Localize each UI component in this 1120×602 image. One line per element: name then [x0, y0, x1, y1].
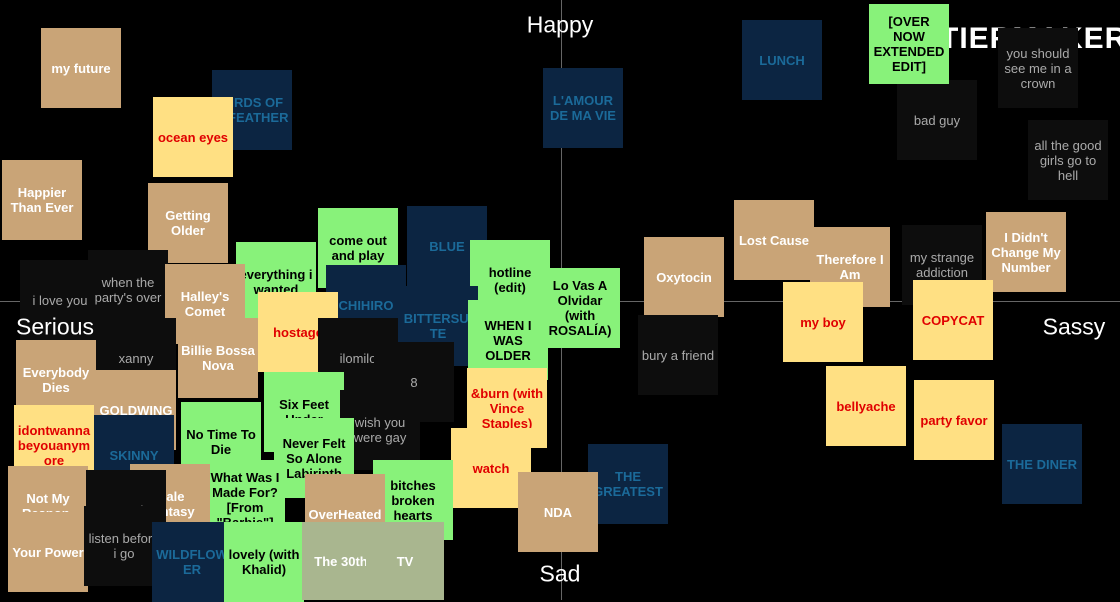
note[interactable]: Billie Bossa Nova: [178, 318, 258, 398]
note[interactable]: Your Power: [8, 512, 88, 592]
note[interactable]: LUNCH: [742, 20, 822, 100]
note[interactable]: my future: [41, 28, 121, 108]
note[interactable]: WILDFLOWER: [152, 522, 232, 602]
note[interactable]: Getting Older: [148, 183, 228, 263]
note[interactable]: party favor: [914, 380, 994, 460]
note[interactable]: I Didn't Change My Number: [986, 212, 1066, 292]
axis-left: Serious: [16, 313, 94, 340]
note[interactable]: Lo Vas A Olvidar (with ROSALÍA): [540, 268, 620, 348]
note[interactable]: Happier Than Ever: [2, 160, 82, 240]
note[interactable]: [OVER NOW EXTENDED EDIT]: [869, 4, 949, 84]
note[interactable]: bury a friend: [638, 315, 718, 395]
note[interactable]: COPYCAT: [913, 280, 993, 360]
note[interactable]: bellyache: [826, 366, 906, 446]
note[interactable]: listen before i go: [84, 506, 164, 586]
note[interactable]: WHEN I WAS OLDER: [468, 300, 548, 380]
axis-right: Sassy: [1042, 313, 1106, 340]
note[interactable]: you should see me in a crown: [998, 28, 1078, 108]
note[interactable]: Oxytocin: [644, 237, 724, 317]
note[interactable]: all the good girls go to hell: [1028, 120, 1108, 200]
note[interactable]: THE DINER: [1002, 424, 1082, 504]
note[interactable]: watch: [451, 428, 531, 508]
note[interactable]: bad guy: [897, 80, 977, 160]
note[interactable]: NDA: [518, 472, 598, 552]
axis-bottom: Sad: [539, 560, 581, 587]
note[interactable]: my boy: [783, 282, 863, 362]
note[interactable]: i love you: [20, 260, 100, 340]
note[interactable]: lovely (with Khalid): [224, 522, 304, 602]
note[interactable]: THE GREATEST: [588, 444, 668, 524]
note[interactable]: Lost Cause: [734, 200, 814, 280]
axis-top: Happy: [526, 11, 594, 38]
note[interactable]: TV: [366, 522, 444, 600]
note[interactable]: ocean eyes: [153, 97, 233, 177]
note[interactable]: when the party's over: [88, 250, 168, 330]
note[interactable]: L'AMOUR DE MA VIE: [543, 68, 623, 148]
